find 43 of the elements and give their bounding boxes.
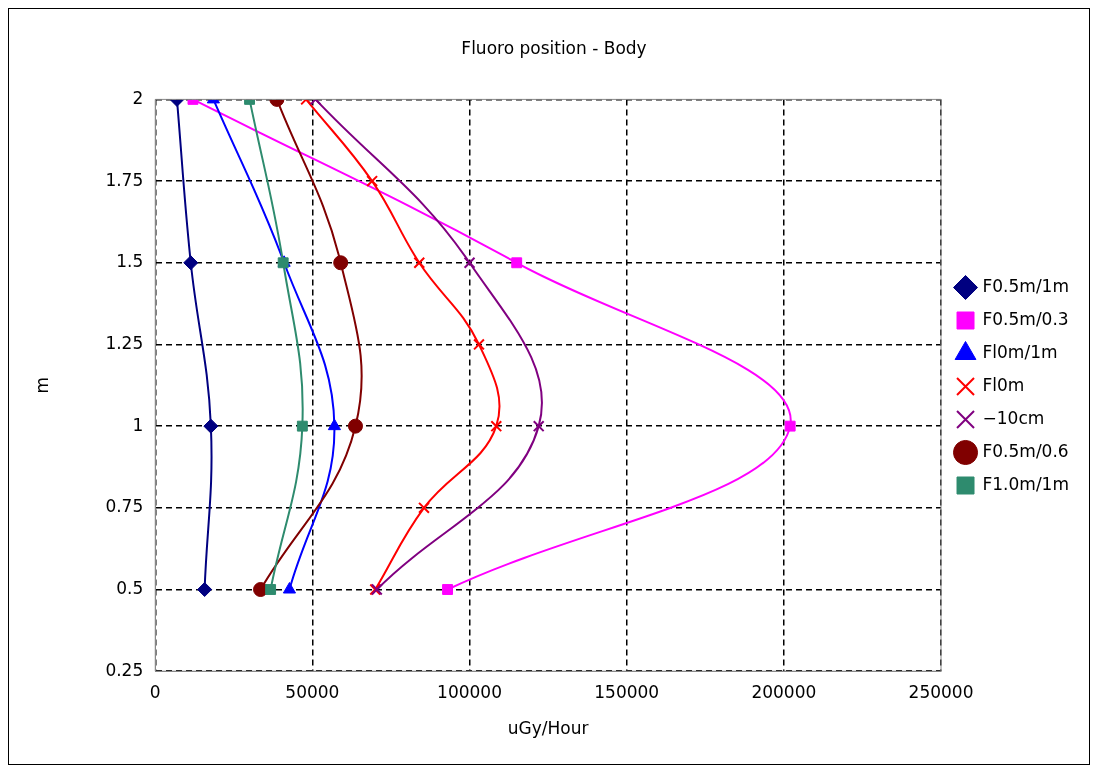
y-tick-label: 1.75 bbox=[105, 169, 144, 190]
x-tick-label: 250000 bbox=[908, 681, 974, 702]
x-tick-label: 200000 bbox=[751, 681, 817, 702]
point bbox=[183, 255, 199, 271]
y-tick-label: 0.5 bbox=[116, 577, 144, 598]
x-tick-label: 0 bbox=[149, 681, 161, 702]
point bbox=[203, 418, 219, 434]
legend-label: Fl0m/1m bbox=[982, 341, 1058, 362]
y-tick-label: 1.5 bbox=[116, 251, 144, 272]
x-tick-label: 50000 bbox=[285, 681, 340, 702]
legend-label: F0.5m/0.3 bbox=[982, 308, 1069, 329]
point bbox=[265, 584, 277, 595]
y-tick-label: 2 bbox=[132, 87, 144, 108]
point bbox=[347, 418, 363, 434]
y-tick-label: 0.25 bbox=[105, 659, 144, 680]
point bbox=[366, 175, 379, 188]
legend-label: Fl0m bbox=[982, 374, 1025, 395]
point bbox=[473, 338, 485, 351]
point bbox=[490, 420, 503, 433]
x-tick-label: 150000 bbox=[594, 681, 660, 702]
legend-label: F1.0m/1m bbox=[982, 473, 1070, 494]
point bbox=[282, 582, 297, 594]
point bbox=[327, 418, 341, 431]
point bbox=[511, 257, 523, 269]
point bbox=[532, 420, 545, 433]
point bbox=[197, 582, 213, 598]
y-tick-label: 0.75 bbox=[105, 496, 144, 517]
x-axis-title: uGy/Hour bbox=[507, 718, 589, 739]
point bbox=[333, 255, 349, 271]
point bbox=[784, 420, 796, 432]
chart-title: Fluoro position - Body bbox=[461, 37, 647, 58]
legend-label: F0.5m/0.6 bbox=[982, 440, 1069, 461]
point bbox=[418, 501, 430, 514]
x-tick-label: 100000 bbox=[437, 681, 503, 702]
legend-label: F0.5m/1m bbox=[982, 275, 1070, 296]
y-tick-label: 1.25 bbox=[105, 332, 144, 353]
legend-label: −10cm bbox=[982, 407, 1045, 428]
point bbox=[442, 584, 454, 595]
point bbox=[413, 256, 426, 269]
y-axis-title: m bbox=[31, 377, 52, 394]
point bbox=[463, 256, 476, 269]
point bbox=[296, 420, 308, 432]
y-tick-label: 1 bbox=[132, 414, 144, 435]
